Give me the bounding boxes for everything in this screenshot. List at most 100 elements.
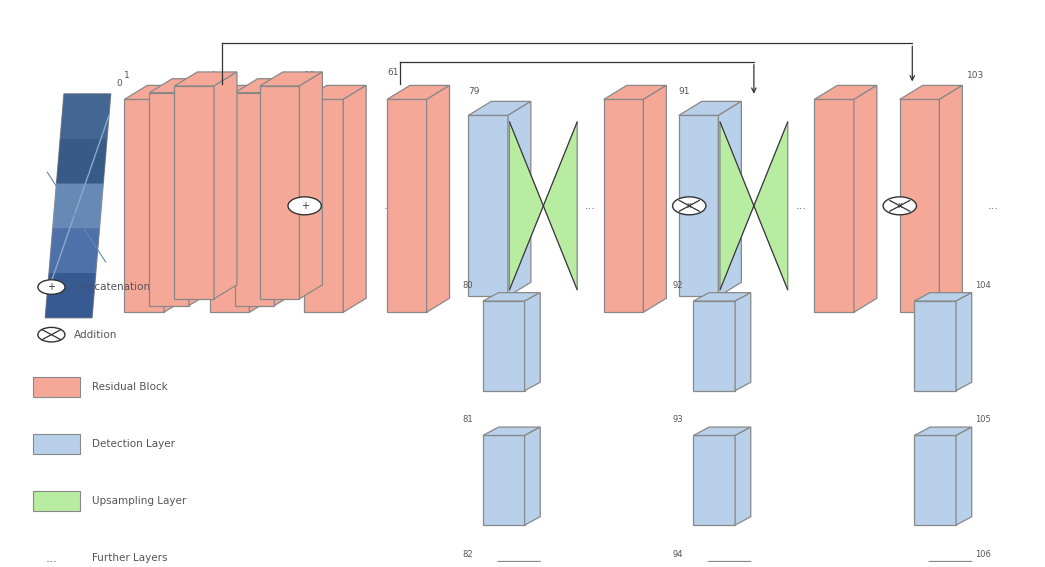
Polygon shape xyxy=(260,86,300,299)
Polygon shape xyxy=(300,72,323,299)
Polygon shape xyxy=(694,293,750,301)
Polygon shape xyxy=(679,101,741,115)
Polygon shape xyxy=(343,86,366,312)
Text: ...: ... xyxy=(585,201,596,211)
Bar xyxy=(32,377,79,397)
Text: ...: ... xyxy=(467,201,478,211)
Polygon shape xyxy=(914,435,956,525)
Polygon shape xyxy=(510,122,543,290)
Polygon shape xyxy=(914,293,972,301)
Text: 103: 103 xyxy=(967,71,983,80)
Polygon shape xyxy=(124,86,187,99)
Text: 106: 106 xyxy=(975,550,991,558)
Polygon shape xyxy=(854,86,877,312)
Polygon shape xyxy=(914,561,972,567)
Text: Residual Block: Residual Block xyxy=(92,382,168,392)
Polygon shape xyxy=(45,273,96,318)
Polygon shape xyxy=(814,99,854,312)
Circle shape xyxy=(38,327,65,342)
Text: Detection Layer: Detection Layer xyxy=(92,439,176,449)
Polygon shape xyxy=(604,99,644,312)
Polygon shape xyxy=(45,94,111,318)
Text: ...: ... xyxy=(989,201,999,211)
Polygon shape xyxy=(720,122,753,290)
Polygon shape xyxy=(250,86,273,312)
Text: 92: 92 xyxy=(673,281,683,290)
Bar xyxy=(32,492,79,511)
Polygon shape xyxy=(508,101,531,297)
Polygon shape xyxy=(149,92,189,306)
Polygon shape xyxy=(735,293,750,391)
Polygon shape xyxy=(52,184,103,229)
Text: 104: 104 xyxy=(975,281,991,290)
Polygon shape xyxy=(49,229,99,273)
Text: +: + xyxy=(301,201,308,211)
Text: ...: ... xyxy=(713,201,724,211)
Polygon shape xyxy=(304,86,366,99)
Text: ...: ... xyxy=(384,201,395,211)
Polygon shape xyxy=(483,561,540,567)
Polygon shape xyxy=(483,427,540,435)
Polygon shape xyxy=(900,86,962,99)
Circle shape xyxy=(883,197,916,215)
Text: 81: 81 xyxy=(462,415,472,424)
Polygon shape xyxy=(525,293,540,391)
Text: x: x xyxy=(687,201,692,210)
Text: 82: 82 xyxy=(462,550,472,558)
Text: 61: 61 xyxy=(387,68,398,77)
Polygon shape xyxy=(175,86,214,299)
Polygon shape xyxy=(235,92,275,306)
Polygon shape xyxy=(124,99,164,312)
Polygon shape xyxy=(189,79,212,306)
Polygon shape xyxy=(694,561,750,567)
Polygon shape xyxy=(914,427,972,435)
Polygon shape xyxy=(644,86,667,312)
Text: Addition: Addition xyxy=(74,329,118,340)
Bar xyxy=(32,434,79,454)
Text: ...: ... xyxy=(330,201,342,211)
Text: ...: ... xyxy=(544,201,555,211)
Polygon shape xyxy=(175,72,237,86)
Polygon shape xyxy=(214,72,237,299)
Text: 93: 93 xyxy=(673,415,683,424)
Polygon shape xyxy=(304,99,343,312)
Polygon shape xyxy=(604,86,667,99)
Polygon shape xyxy=(387,99,426,312)
Text: 105: 105 xyxy=(975,415,991,424)
Polygon shape xyxy=(387,86,449,99)
Polygon shape xyxy=(61,94,111,138)
Polygon shape xyxy=(483,301,525,391)
Polygon shape xyxy=(468,115,508,297)
Polygon shape xyxy=(694,301,735,391)
Polygon shape xyxy=(956,427,972,525)
Polygon shape xyxy=(543,122,577,290)
Polygon shape xyxy=(275,79,298,306)
Polygon shape xyxy=(56,138,107,184)
Text: Further Layers: Further Layers xyxy=(92,553,167,564)
Text: 36: 36 xyxy=(304,71,316,80)
Polygon shape xyxy=(694,435,735,525)
Polygon shape xyxy=(164,86,187,312)
Text: ...: ... xyxy=(45,552,57,565)
Polygon shape xyxy=(210,99,250,312)
Text: ...: ... xyxy=(924,201,934,211)
Text: +: + xyxy=(47,282,55,292)
Polygon shape xyxy=(719,101,741,297)
Polygon shape xyxy=(939,86,962,312)
Polygon shape xyxy=(814,86,877,99)
Text: 0: 0 xyxy=(116,79,122,88)
Polygon shape xyxy=(900,99,939,312)
Text: 94: 94 xyxy=(673,550,683,558)
Circle shape xyxy=(288,197,322,215)
Polygon shape xyxy=(260,72,323,86)
Polygon shape xyxy=(956,561,972,567)
Polygon shape xyxy=(483,435,525,525)
Polygon shape xyxy=(525,561,540,567)
Polygon shape xyxy=(483,293,540,301)
Text: 91: 91 xyxy=(679,87,691,96)
Text: 79: 79 xyxy=(468,87,480,96)
Text: ...: ... xyxy=(795,201,806,211)
Polygon shape xyxy=(525,427,540,525)
Polygon shape xyxy=(468,101,531,115)
Polygon shape xyxy=(753,122,788,290)
